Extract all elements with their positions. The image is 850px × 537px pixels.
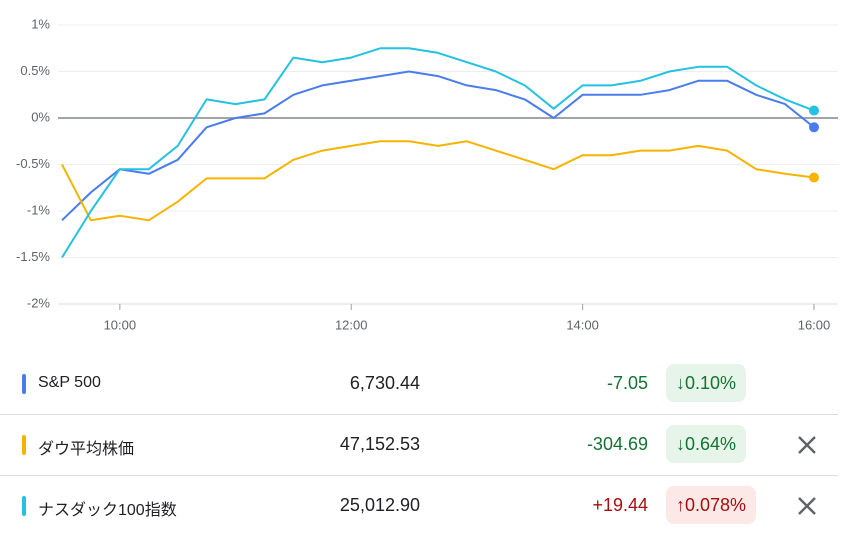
x-tick-label: 14:00	[566, 317, 599, 332]
legend-swatch	[22, 374, 26, 394]
quote-value: 6,730.44	[349, 373, 420, 393]
x-tick-label: 12:00	[335, 317, 368, 332]
y-tick-label: -2%	[27, 295, 51, 310]
y-tick-label: -1%	[27, 202, 51, 217]
quote-change: +19.44	[592, 495, 648, 515]
chart: -2% -1.5% -1% -0.5% 0% 0.5% 1% 10:00 12:00 14:00 1…	[16, 16, 838, 332]
y-tick-label: 0.5%	[20, 63, 50, 78]
quote-percent: ↑0.078%	[666, 486, 757, 524]
legend-name: ナスダック100指数	[38, 502, 177, 519]
legend-swatch	[22, 496, 26, 516]
y-tick-label: 0%	[31, 109, 50, 124]
quote-row: S&P 500 6,730.44 -7.05 ↓0.10%	[0, 354, 838, 415]
quote-value: 25,012.90	[339, 495, 420, 515]
quote-row: ナスダック100指数 25,012.90 +19.44 ↑0.078%	[0, 476, 838, 536]
quote-change: -7.05	[606, 373, 648, 393]
end-point	[809, 172, 819, 183]
close-icon	[798, 436, 816, 454]
series-line	[61, 47, 815, 259]
end-point	[809, 122, 819, 133]
quote-percent: ↓0.64%	[666, 425, 747, 463]
y-tick-label: -1.5%	[16, 249, 50, 264]
legend-swatch	[22, 435, 26, 455]
legend-name: ダウ平均株価	[38, 441, 135, 458]
quote-row: ダウ平均株価 47,152.53 -304.69 ↓0.64%	[0, 415, 838, 476]
end-point	[809, 105, 819, 116]
y-tick-label: -0.5%	[16, 156, 50, 171]
remove-button[interactable]	[794, 493, 820, 519]
quote-percent: ↓0.10%	[666, 364, 747, 402]
x-tick-label: 10:00	[104, 317, 137, 332]
quote-value: 47,152.53	[339, 434, 420, 454]
close-icon	[798, 497, 816, 515]
x-tick-label: 16:00	[798, 317, 831, 332]
remove-button[interactable]	[794, 432, 820, 458]
legend-name: S&P 500	[38, 374, 101, 391]
series-line	[61, 70, 815, 222]
series-line	[61, 140, 815, 222]
y-tick-label: 1%	[31, 16, 50, 31]
quote-change: -304.69	[586, 434, 648, 454]
